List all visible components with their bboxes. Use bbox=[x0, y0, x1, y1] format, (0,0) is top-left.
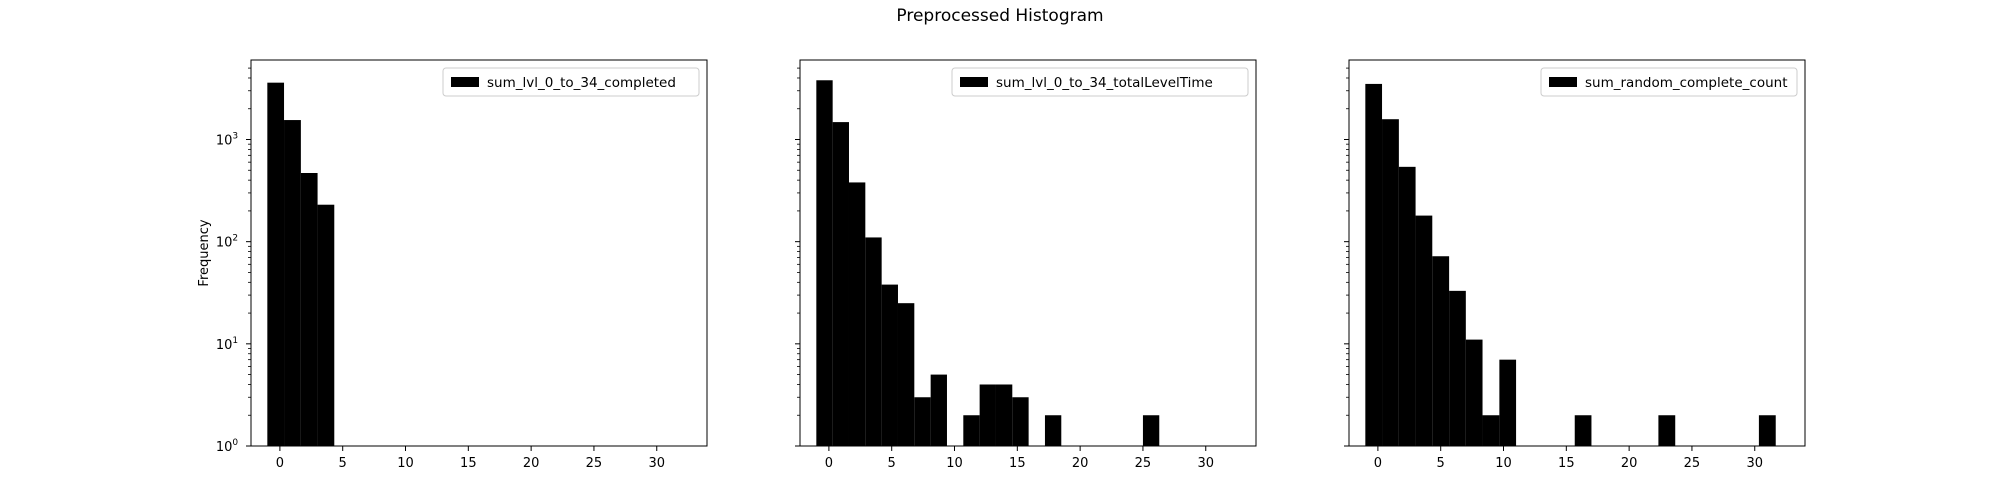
x-tick-label: 5 bbox=[1437, 456, 1445, 471]
y-axis-label: Frequency bbox=[197, 219, 212, 286]
histogram-bar bbox=[1449, 290, 1466, 446]
legend-box bbox=[442, 67, 700, 97]
x-tick-label: 5 bbox=[888, 456, 896, 471]
axes-panel-1: 0 5 10 15 20 25 30 100 101 102 103 Frequency sum_lvl… bbox=[197, 59, 708, 471]
x-tick-label: 15 bbox=[460, 456, 477, 471]
histogram-bar bbox=[979, 384, 996, 446]
histogram-bar bbox=[317, 204, 335, 446]
x-tick-label: 0 bbox=[825, 456, 833, 471]
histogram-bar bbox=[1432, 256, 1450, 446]
histogram-bar bbox=[1574, 415, 1592, 446]
histogram-bar bbox=[1482, 415, 1500, 446]
histogram-bar bbox=[1465, 339, 1483, 446]
x-tick-label: 20 bbox=[523, 456, 540, 471]
x-tick-label: 15 bbox=[1009, 456, 1026, 471]
x-tick-label: 25 bbox=[586, 456, 603, 471]
axes-frame bbox=[1348, 59, 1806, 447]
x-tick-label: 25 bbox=[1684, 456, 1701, 471]
x-tick-label: 20 bbox=[1072, 456, 1089, 471]
histogram-bar bbox=[1658, 415, 1676, 446]
legend-swatch bbox=[960, 77, 988, 87]
histogram-bar bbox=[1012, 397, 1029, 446]
x-tick-label: 10 bbox=[1495, 456, 1512, 471]
histogram-bar bbox=[1142, 415, 1160, 446]
x-tick-label: 5 bbox=[339, 456, 347, 471]
legend-label: sum_random_complete_count bbox=[1585, 75, 1788, 91]
x-tick-label: 30 bbox=[1197, 456, 1214, 471]
legend-swatch bbox=[1549, 77, 1577, 87]
histogram-bar bbox=[832, 122, 849, 446]
x-tick-label: 0 bbox=[1374, 456, 1382, 471]
axes-panel-2: 0 5 10 15 20 25 30 sum_lvl_0_to_34_totalLevelTi… bbox=[795, 59, 1257, 471]
x-tick-label: 10 bbox=[397, 456, 414, 471]
y-tick-label: 101 bbox=[216, 336, 238, 353]
y-tick-label: 100 bbox=[216, 438, 239, 455]
axes-panel-3: 0 5 10 15 20 25 30 sum_random_complete_count bbox=[1344, 59, 1806, 471]
x-tick-label: 10 bbox=[946, 456, 963, 471]
histogram-bar bbox=[1365, 83, 1383, 446]
histogram-bar bbox=[963, 415, 980, 446]
x-tick-label: 15 bbox=[1558, 456, 1575, 471]
histogram-bar bbox=[1398, 166, 1416, 446]
legend-box bbox=[1540, 67, 1798, 97]
histogram-bar bbox=[1044, 415, 1062, 446]
x-tick-label: 20 bbox=[1621, 456, 1638, 471]
histogram-bar bbox=[1415, 215, 1433, 446]
histogram-bar bbox=[1382, 119, 1399, 446]
histogram-bar bbox=[930, 374, 947, 446]
legend-box bbox=[951, 67, 1249, 97]
histogram-bar bbox=[1758, 415, 1776, 446]
x-tick-label: 30 bbox=[1746, 456, 1763, 471]
y-tick-label: 103 bbox=[216, 132, 238, 149]
legend-label: sum_lvl_0_to_34_totalLevelTime bbox=[996, 75, 1213, 91]
legend-label: sum_lvl_0_to_34_completed bbox=[487, 75, 676, 91]
figure-title: Preprocessed Histogram bbox=[896, 6, 1104, 26]
histogram-bar bbox=[914, 397, 931, 446]
histogram-bar bbox=[881, 284, 898, 446]
histogram-bar bbox=[300, 173, 318, 446]
histogram-bar bbox=[284, 120, 301, 446]
histogram-bar bbox=[1499, 359, 1517, 446]
axes-frame bbox=[250, 59, 708, 447]
histogram-bar bbox=[816, 80, 833, 446]
x-tick-label: 30 bbox=[648, 456, 665, 471]
histogram-bar bbox=[848, 182, 866, 447]
x-tick-label: 0 bbox=[276, 456, 284, 471]
histogram-bar bbox=[267, 82, 285, 447]
histogram-bar bbox=[995, 384, 1013, 446]
histogram-bar bbox=[865, 237, 882, 446]
axes-frame bbox=[799, 59, 1257, 447]
y-tick-label: 102 bbox=[216, 234, 238, 251]
histogram-bar bbox=[897, 303, 915, 446]
x-tick-label: 25 bbox=[1135, 456, 1152, 471]
legend-swatch bbox=[451, 77, 479, 87]
